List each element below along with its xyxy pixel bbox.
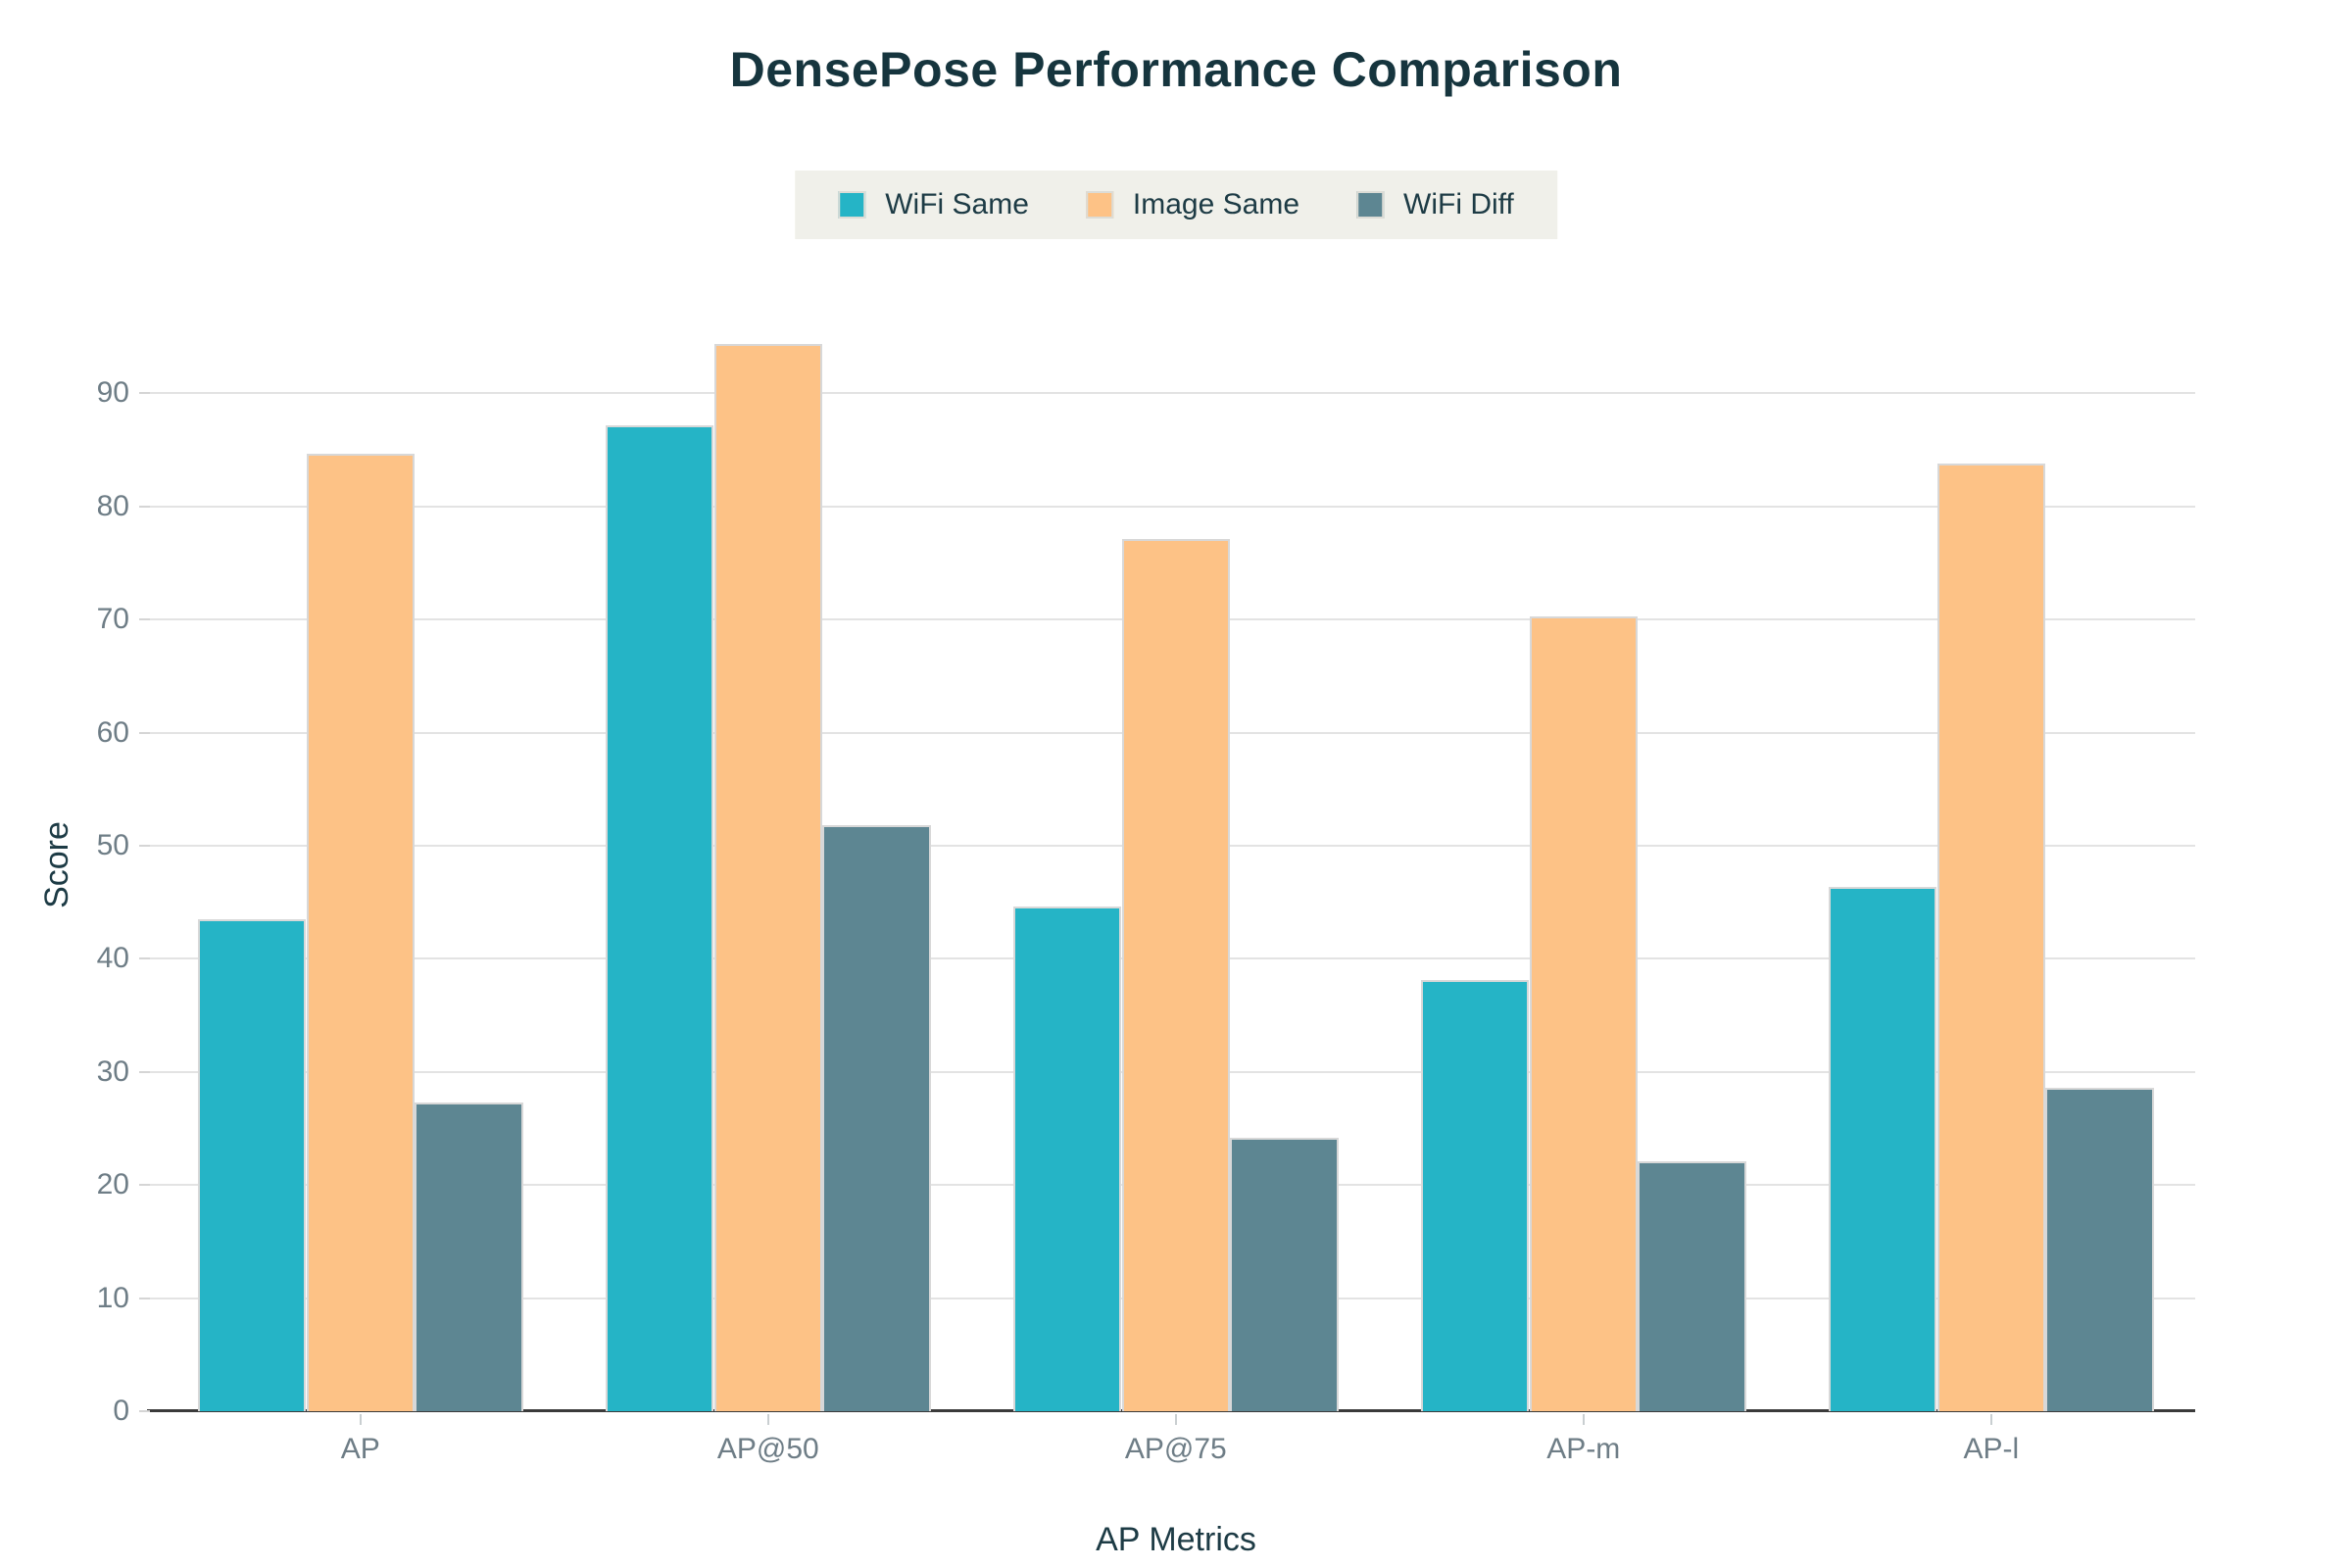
y-tick-label-40: 40 <box>96 942 129 975</box>
y-tick-mark-10 <box>139 1297 150 1299</box>
legend-item-wifi-diff[interactable]: WiFi Diff <box>1356 188 1514 221</box>
plot-area <box>147 280 2195 1412</box>
y-tick-mark-80 <box>139 505 150 508</box>
y-tick-label-10: 10 <box>96 1281 129 1314</box>
y-tick-label-20: 20 <box>96 1168 129 1201</box>
bar-wifi-diff-ap-50 <box>822 825 931 1411</box>
bar-image-same-ap-l <box>1936 463 2046 1411</box>
bar-wifi-same-ap-50 <box>605 424 714 1411</box>
y-tick-mark-50 <box>139 845 150 847</box>
legend-swatch-icon <box>838 191 866 219</box>
legend-label: WiFi Same <box>885 188 1029 220</box>
bar-wifi-same-ap-75 <box>1012 906 1122 1411</box>
bar-wifi-diff-ap-75 <box>1230 1137 1339 1411</box>
y-tick-mark-30 <box>139 1070 150 1073</box>
legend-swatch-icon <box>1085 191 1113 219</box>
x-tick-label-ap-l: AP-l <box>1963 1433 2020 1465</box>
x-tick-mark-ap-75 <box>1174 1414 1177 1425</box>
y-tick-mark-70 <box>139 618 150 621</box>
y-tick-label-30: 30 <box>96 1054 129 1088</box>
x-tick-mark-ap-m <box>1582 1414 1585 1425</box>
x-tick-label-ap-m: AP-m <box>1546 1433 1621 1465</box>
y-tick-mark-0 <box>139 1410 150 1412</box>
x-tick-label-ap: AP <box>340 1433 380 1465</box>
bar-wifi-diff-ap <box>415 1102 523 1411</box>
bar-wifi-same-ap-l <box>1828 886 1937 1411</box>
y-tick-label-60: 60 <box>96 715 129 749</box>
x-tick-label-ap-50: AP@50 <box>716 1433 819 1465</box>
legend: WiFi Same Image Same WiFi Diff <box>795 171 1557 239</box>
y-tick-label-50: 50 <box>96 829 129 861</box>
y-tick-label-80: 80 <box>96 489 129 522</box>
y-tick-mark-60 <box>139 731 150 734</box>
y-tick-label-90: 90 <box>96 376 129 410</box>
bar-wifi-diff-ap-l <box>2045 1087 2154 1411</box>
legend-swatch-icon <box>1356 191 1385 219</box>
bar-wifi-same-ap-m <box>1420 980 1530 1411</box>
bar-image-same-ap-50 <box>713 343 823 1411</box>
bar-wifi-same-ap <box>197 919 307 1411</box>
legend-label: WiFi Diff <box>1403 188 1514 220</box>
x-tick-mark-ap-l <box>1989 1414 1992 1425</box>
legend-label: Image Same <box>1132 188 1300 220</box>
chart-title: DensePose Performance Comparison <box>729 42 1623 97</box>
bar-image-same-ap-m <box>1529 615 1639 1411</box>
y-tick-mark-20 <box>139 1184 150 1187</box>
x-tick-label-ap-75: AP@75 <box>1124 1433 1227 1465</box>
y-tick-label-70: 70 <box>96 603 129 636</box>
x-tick-mark-ap-50 <box>766 1414 769 1425</box>
gridline-90 <box>147 392 2195 395</box>
legend-item-image-same[interactable]: Image Same <box>1085 188 1300 221</box>
legend-item-wifi-same[interactable]: WiFi Same <box>838 188 1029 221</box>
bar-image-same-ap-75 <box>1121 539 1231 1411</box>
gridline-80 <box>147 505 2195 508</box>
y-tick-mark-90 <box>139 392 150 395</box>
x-tick-mark-ap <box>359 1414 362 1425</box>
bar-image-same-ap <box>306 453 416 1411</box>
y-tick-label-0: 0 <box>113 1395 129 1427</box>
bar-wifi-diff-ap-m <box>1638 1160 1746 1411</box>
x-axis-title: AP Metrics <box>1096 1521 1256 1558</box>
y-tick-mark-40 <box>139 957 150 960</box>
